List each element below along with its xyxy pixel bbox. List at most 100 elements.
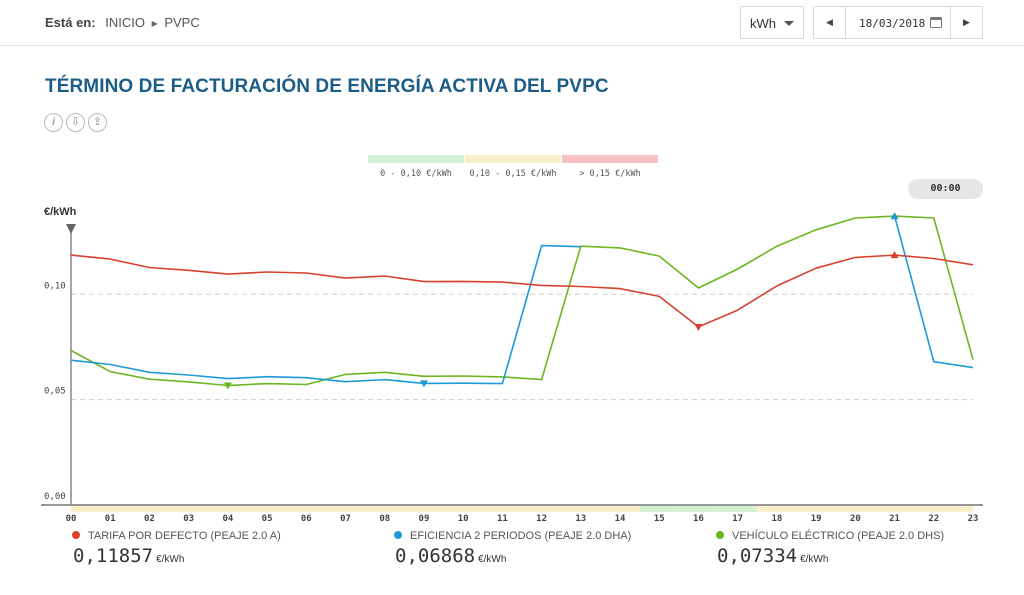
hour-band-01 xyxy=(90,506,130,512)
price-band-high-swatch xyxy=(562,155,658,163)
x-tick-label-06: 06 xyxy=(301,514,312,524)
x-tick-label-02: 02 xyxy=(144,514,155,524)
calendar-icon[interactable] xyxy=(930,17,942,28)
series-dot-vehiculo xyxy=(716,531,724,539)
date-picker: ◀ 18/03/2018 ▶ xyxy=(813,6,983,39)
price-band-mid-swatch xyxy=(465,155,561,163)
series-line-0 xyxy=(70,254,974,328)
info-icon[interactable]: i xyxy=(44,113,63,132)
price-band-mid: 0,10 - 0,15 €/kWh xyxy=(465,155,561,179)
x-tick-label-20: 20 xyxy=(850,514,861,524)
series-max-marker-1 xyxy=(890,212,899,220)
y-axis-label: €/kWh xyxy=(44,206,77,218)
series-name-vehiculo: VEHÍCULO ELÉCTRICO (PEAJE 2.0 DHS) xyxy=(732,530,945,542)
hour-band-12 xyxy=(522,506,562,512)
series-value-vehiculo: 0,07334 xyxy=(717,545,798,567)
breadcrumb: Está en: INICIO ▶ PVPC xyxy=(45,15,200,30)
x-tick-label-15: 15 xyxy=(654,514,665,524)
top-bar: Está en: INICIO ▶ PVPC kWh ◀ 18/03/2018 … xyxy=(0,0,1024,46)
x-tick-label-03: 03 xyxy=(183,514,194,524)
hour-band-23 xyxy=(953,506,973,512)
hour-band-06 xyxy=(286,506,326,512)
hour-band-09 xyxy=(404,506,444,512)
hour-band-19 xyxy=(796,506,836,512)
hour-band-00 xyxy=(71,506,91,512)
series-dot-eficiencia xyxy=(394,531,402,539)
unit-select[interactable]: kWh xyxy=(740,6,804,39)
x-tick-label-05: 05 xyxy=(262,514,273,524)
hour-band-08 xyxy=(365,506,405,512)
y-tick-label-0: 0,00 xyxy=(44,492,66,502)
series-line-1 xyxy=(70,215,974,385)
hour-band-16 xyxy=(678,506,719,512)
date-input[interactable]: 18/03/2018 xyxy=(859,17,926,30)
hour-band-14 xyxy=(600,506,640,512)
time-cursor-marker xyxy=(66,224,76,234)
price-band-low-label: 0 - 0,10 €/kWh xyxy=(380,169,452,179)
series-min-marker-2 xyxy=(223,382,232,390)
hour-band-03 xyxy=(169,506,209,512)
series-name-eficiencia: EFICIENCIA 2 PERIODOS (PEAJE 2.0 DHA) xyxy=(410,530,632,542)
hour-band-02 xyxy=(129,506,170,512)
price-band-low-swatch xyxy=(368,155,464,163)
hour-band-18 xyxy=(757,506,797,512)
breadcrumb-item-pvpc[interactable]: PVPC xyxy=(164,15,200,30)
x-tick-label-14: 14 xyxy=(615,514,626,524)
x-tick-label-09: 09 xyxy=(419,514,430,524)
x-tick-label-18: 18 xyxy=(771,514,782,524)
x-tick-label-10: 10 xyxy=(458,514,469,524)
price-band-mid-label: 0,10 - 0,15 €/kWh xyxy=(469,169,557,179)
hour-band-05 xyxy=(247,506,287,512)
series-legend-tarifa[interactable]: TARIFA POR DEFECTO (PEAJE 2.0 A) 0,11857… xyxy=(72,530,281,567)
hour-band-11 xyxy=(482,506,522,512)
x-tick-label-19: 19 xyxy=(811,514,822,524)
series-name-tarifa: TARIFA POR DEFECTO (PEAJE 2.0 A) xyxy=(88,530,281,542)
hour-band-13 xyxy=(561,506,601,512)
next-day-button[interactable]: ▶ xyxy=(950,7,982,38)
x-tick-label-23: 23 xyxy=(968,514,979,524)
series-value-eficiencia: 0,06868 xyxy=(395,545,476,567)
hour-band-15 xyxy=(639,506,679,512)
hour-band-04 xyxy=(208,506,248,512)
prev-day-button[interactable]: ◀ xyxy=(814,7,846,38)
hour-band-22 xyxy=(914,506,954,512)
x-tick-label-12: 12 xyxy=(536,514,547,524)
x-tick-label-08: 08 xyxy=(379,514,390,524)
series-legend-eficiencia[interactable]: EFICIENCIA 2 PERIODOS (PEAJE 2.0 DHA) 0,… xyxy=(394,530,631,567)
x-tick-label-17: 17 xyxy=(732,514,743,524)
y-tick-label-1: 0,05 xyxy=(44,387,66,397)
unit-select-value: kWh xyxy=(750,16,776,31)
hour-band-21 xyxy=(874,506,915,512)
x-tick-label-04: 04 xyxy=(222,514,233,524)
x-tick-label-01: 01 xyxy=(105,514,116,524)
series-unit-tarifa: €/kWh xyxy=(156,554,185,565)
breadcrumb-separator-icon: ▶ xyxy=(151,19,158,28)
export-icon[interactable]: ⇪ xyxy=(88,113,107,132)
series-line-2 xyxy=(70,215,974,387)
breadcrumb-label: Está en: xyxy=(45,15,96,30)
x-tick-label-21: 21 xyxy=(889,514,900,524)
series-unit-vehiculo: €/kWh xyxy=(800,554,829,565)
time-indicator[interactable]: 00:00 xyxy=(908,179,983,199)
hour-band-07 xyxy=(325,506,366,512)
hour-band-10 xyxy=(443,506,483,512)
x-tick-label-16: 16 xyxy=(693,514,704,524)
price-band-high: > 0,15 €/kWh xyxy=(562,155,658,179)
series-legend-vehiculo[interactable]: VEHÍCULO ELÉCTRICO (PEAJE 2.0 DHS) 0,073… xyxy=(716,530,944,567)
series-min-marker-0 xyxy=(694,323,703,331)
caret-down-icon xyxy=(784,21,794,26)
breadcrumb-item-inicio[interactable]: INICIO xyxy=(105,15,145,30)
download-icon[interactable]: ⇩ xyxy=(66,113,85,132)
hour-band-20 xyxy=(835,506,875,512)
price-band-low: 0 - 0,10 €/kWh xyxy=(368,155,464,179)
price-band-high-label: > 0,15 €/kWh xyxy=(579,169,641,179)
hour-band-17 xyxy=(718,506,758,512)
series-max-marker-0 xyxy=(890,251,899,259)
x-tick-label-22: 22 xyxy=(928,514,939,524)
series-min-marker-1 xyxy=(419,380,428,388)
x-tick-label-11: 11 xyxy=(497,514,508,524)
series-value-tarifa: 0,11857 xyxy=(73,545,154,567)
series-unit-eficiencia: €/kWh xyxy=(478,554,507,565)
page-title: TÉRMINO DE FACTURACIÓN DE ENERGÍA ACTIVA… xyxy=(45,76,609,97)
